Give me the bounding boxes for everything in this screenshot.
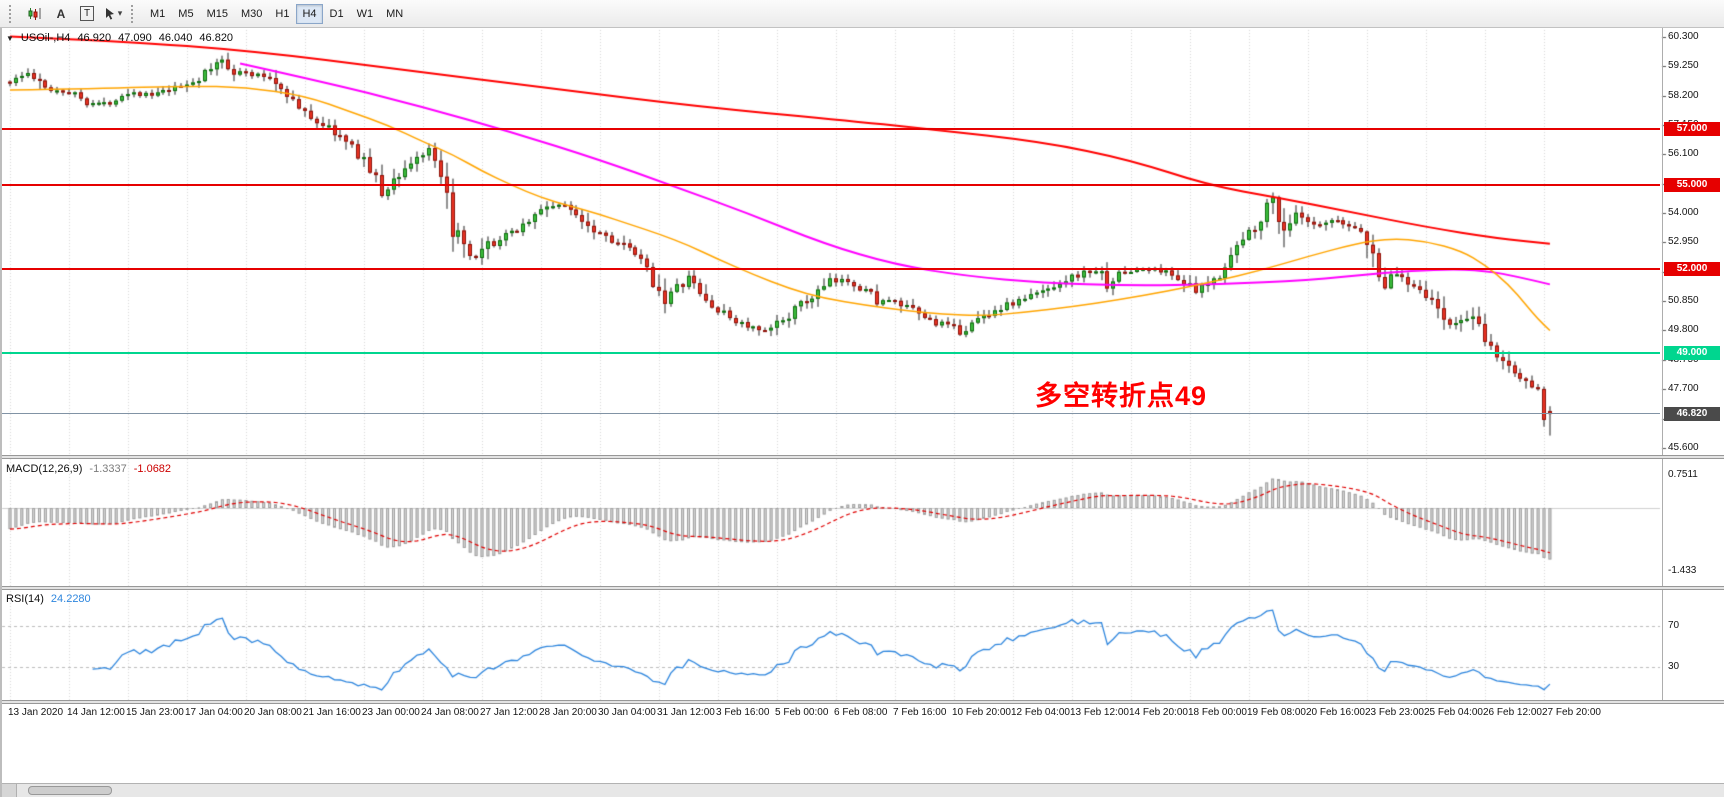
price-level-line-57.000[interactable] (2, 128, 1660, 131)
time-axis-label: 3 Feb 16:00 (716, 707, 770, 718)
timeframe-button-h1[interactable]: H1 (269, 4, 295, 24)
price-axis-tick: 50.850 (1668, 295, 1699, 307)
timeframe-button-w1[interactable]: W1 (351, 4, 380, 24)
toolbar-drag-handle[interactable] (9, 4, 17, 23)
timeframe-button-m5[interactable]: M5 (172, 4, 199, 24)
timeframe-button-h4[interactable]: H4 (296, 3, 323, 24)
current-price-badge: 46.820 (1664, 406, 1720, 421)
chart-icon[interactable] (23, 3, 47, 24)
price-level-line-55.000[interactable] (2, 184, 1660, 187)
price-level-badge-49.000: 49.000 (1664, 345, 1720, 360)
price-axis-tick: 56.100 (1668, 148, 1699, 160)
timeframe-toolbar: M1 M5 M15 M30 H1 H4 D1 W1 MN (144, 3, 409, 24)
timeframe-button-mn[interactable]: MN (380, 4, 409, 24)
time-axis-label: 24 Jan 08:00 (421, 707, 479, 718)
panel-separator-bottom (0, 700, 1724, 704)
time-axis-label: 7 Feb 16:00 (893, 707, 947, 718)
chart-icon-glyph (28, 7, 41, 20)
price-level-badge-52.000: 52.000 (1664, 261, 1720, 276)
macd-label: MACD(12,26,9) -1.3337 -1.0682 (6, 463, 171, 475)
timeframe-button-m15[interactable]: M15 (201, 4, 234, 24)
time-axis-label: 18 Feb 00:00 (1188, 707, 1247, 718)
price-axis-tick: 52.950 (1668, 236, 1699, 248)
panel-separator-macd[interactable] (0, 455, 1724, 459)
current-price-line (2, 413, 1660, 415)
time-axis-label: 27 Jan 12:00 (480, 707, 538, 718)
ohlc-open: 46.920 (77, 32, 112, 44)
time-axis-label: 23 Jan 00:00 (362, 707, 420, 718)
ohlc-header: ▼ USOil-,H4 46.920 47.090 46.040 46.820 (6, 32, 233, 44)
time-axis-label: 19 Feb 08:00 (1247, 707, 1306, 718)
time-axis-label: 13 Feb 12:00 (1070, 707, 1129, 718)
bottom-scrollbar (0, 783, 1724, 797)
macd-name: MACD(12,26,9) (6, 463, 83, 475)
time-axis-label: 21 Jan 16:00 (303, 707, 361, 718)
time-axis-label: 6 Feb 08:00 (834, 707, 888, 718)
macd-axis-tick: -1.433 (1668, 565, 1697, 577)
time-axis-label: 5 Feb 00:00 (775, 707, 829, 718)
timeframe-button-m30[interactable]: M30 (235, 4, 268, 24)
macd-value-main: -1.3337 (89, 463, 127, 475)
time-axis-label: 15 Jan 23:00 (126, 707, 184, 718)
timeframe-button-m1[interactable]: M1 (144, 4, 171, 24)
time-axis-label: 23 Feb 23:00 (1365, 707, 1424, 718)
price-level-badge-55.000: 55.000 (1664, 178, 1720, 193)
time-axis-label: 14 Feb 20:00 (1129, 707, 1188, 718)
time-axis-label: 26 Feb 12:00 (1483, 707, 1542, 718)
text-label-icon-glyph: T (79, 6, 95, 21)
text-label-icon[interactable]: T (75, 3, 99, 24)
chart-toolbar: A T ▾ M1 M5 M15 M30 H1 H4 D1 W1 MN (0, 0, 1724, 28)
time-axis-label: 30 Jan 04:00 (598, 707, 656, 718)
rsi-value: 24.2280 (50, 593, 91, 605)
time-axis-label: 27 Feb 20:00 (1542, 707, 1601, 718)
time-axis-label: 20 Feb 16:00 (1306, 707, 1365, 718)
rsi-axis-tick: 30 (1668, 661, 1680, 673)
time-axis-label: 31 Jan 12:00 (657, 707, 715, 718)
rsi-label: RSI(14) 24.2280 (6, 593, 91, 605)
price-axis-tick: 54.000 (1668, 207, 1699, 219)
symbol-timeframe-title: USOil-,H4 (20, 32, 71, 44)
timeframe-button-d1[interactable]: D1 (324, 4, 350, 24)
macd-value-signal: -1.0682 (133, 463, 172, 475)
symbol-marker-icon: ▼ (6, 33, 14, 43)
ohlc-high: 47.090 (118, 32, 152, 44)
font-icon-glyph: A (56, 6, 66, 21)
time-axis-label: 17 Jan 04:00 (185, 707, 243, 718)
price-axis-tick: 60.300 (1668, 31, 1699, 42)
horizontal-scrollbar-thumb[interactable] (28, 786, 112, 795)
price-axis-tick: 58.200 (1668, 89, 1699, 101)
time-axis-label: 14 Jan 12:00 (67, 707, 125, 718)
time-axis-label: 10 Feb 20:00 (952, 707, 1011, 718)
time-axis-label: 25 Feb 04:00 (1424, 707, 1483, 718)
time-axis-label: 13 Jan 2020 (8, 707, 64, 718)
ohlc-low: 46.040 (158, 32, 193, 44)
price-axis-tick: 59.250 (1668, 60, 1699, 72)
window-left-border (0, 0, 2, 797)
panel-separator-rsi[interactable] (0, 586, 1724, 590)
chevron-down-icon: ▾ (117, 8, 123, 18)
chart-annotation-text[interactable]: 多空转折点49 (1035, 381, 1208, 411)
time-axis-label: 28 Jan 20:00 (539, 707, 597, 718)
cursor-tool-button[interactable]: ▾ (101, 3, 125, 24)
macd-axis-tick: 0.7511 (1668, 468, 1698, 480)
price-axis-separator (1662, 28, 1663, 704)
price-axis-tick: 45.600 (1668, 441, 1699, 453)
price-level-line-52.000[interactable] (2, 267, 1660, 270)
ohlc-close: 46.820 (199, 32, 234, 44)
time-axis-label: 20 Jan 08:00 (244, 707, 302, 718)
price-axis-tick: 49.800 (1668, 324, 1699, 336)
cursor-icon (105, 8, 114, 20)
price-axis-tick: 47.700 (1668, 383, 1699, 395)
time-axis-label: 12 Feb 04:00 (1011, 707, 1070, 718)
rsi-axis-tick: 70 (1668, 619, 1680, 631)
toolbar-drag-handle[interactable] (131, 4, 139, 23)
scroll-corner (0, 784, 17, 797)
rsi-name: RSI(14) (6, 593, 44, 605)
price-level-line-49.000[interactable] (2, 351, 1660, 354)
font-icon[interactable]: A (49, 3, 73, 24)
price-level-badge-57.000: 57.000 (1664, 122, 1720, 137)
